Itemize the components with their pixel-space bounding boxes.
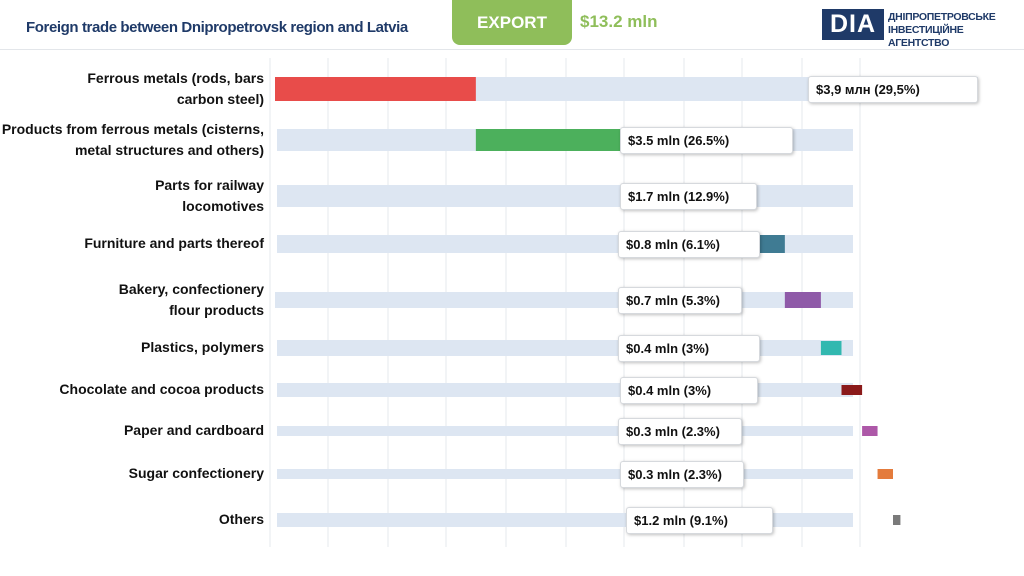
export-tab[interactable]: EXPORT [452, 0, 572, 45]
bar-8 [877, 469, 893, 479]
bar-track-6 [277, 383, 853, 397]
data-label-1: $3.5 mln (26.5%) [620, 127, 793, 154]
header-divider [0, 49, 1024, 50]
category-label-line: Ferrous metals (rods, bars [87, 70, 264, 86]
bar-1 [475, 129, 657, 151]
bar-7 [862, 426, 878, 436]
category-label-line: Chocolate and cocoa products [59, 380, 264, 397]
data-label-4: $0.7 mln (5.3%) [618, 287, 742, 314]
category-label-line: flour products [169, 302, 264, 318]
bar-4 [784, 292, 821, 308]
category-label-3: Furniture and parts thereof [84, 233, 264, 254]
category-label-1: Products from ferrous metals (cisterns, m… [2, 119, 264, 161]
category-label-line: Paper and cardboard [123, 421, 264, 438]
category-label-line: carbon steel) [176, 91, 264, 107]
data-label-3: $0.8 mln (6.1%) [618, 231, 760, 258]
dia-logo: DIA ДНІПРОПЕТРОВСЬКЕ ІНВЕСТИЦІЙНЕ АГЕНТС… [822, 9, 1017, 49]
category-label-line: metal structures and others) [74, 142, 264, 158]
export-total: $13.2 mln [580, 12, 658, 31]
data-label-8: $0.3 mln (2.3%) [620, 461, 744, 488]
bar-track-7 [277, 426, 853, 436]
chart-title: Foreign trade between Dnipropetrovsk reg… [26, 19, 408, 36]
category-label-7: Paper and cardboard [124, 420, 264, 441]
category-label-line: Others [218, 510, 264, 527]
category-label-2: Parts for railway locomotives [155, 175, 264, 217]
bar-track-8 [277, 469, 853, 479]
data-label-2: $1.7 mln (12.9%) [620, 183, 757, 210]
category-label-line: Parts for railway [155, 177, 264, 193]
category-label-line: Furniture and parts thereof [84, 234, 264, 251]
bar-track-4 [275, 292, 853, 308]
data-label-0: $3,9 млн (29,5%) [808, 76, 978, 103]
bar-0 [275, 77, 476, 101]
data-label-5: $0.4 mln (3%) [618, 335, 760, 362]
data-label-9: $1.2 mln (9.1%) [626, 507, 773, 534]
category-label-line: locomotives [182, 198, 264, 214]
logo-line-2: ІНВЕСТИЦІЙНЕ АГЕНТСТВО [888, 24, 964, 49]
logo-mark: DIA [822, 9, 884, 40]
bar-9 [893, 515, 901, 525]
data-label-7: $0.3 mln (2.3%) [618, 418, 742, 445]
category-label-0: Ferrous metals (rods, bars carbon steel) [87, 68, 264, 110]
category-label-4: Bakery, confectionery flour products [119, 279, 264, 321]
category-label-9: Others [219, 509, 264, 530]
category-label-line: Plastics, polymers [141, 338, 264, 355]
category-label-line: Bakery, confectionery [118, 281, 264, 297]
category-label-line: Products from ferrous metals (cisterns, [1, 121, 264, 137]
category-label-line: Sugar confectionery [128, 464, 264, 481]
logo-text: ДНІПРОПЕТРОВСЬКЕ ІНВЕСТИЦІЙНЕ АГЕНТСТВО [888, 11, 1017, 50]
bar-6 [841, 385, 863, 395]
category-label-6: Chocolate and cocoa products [59, 379, 264, 400]
category-label-8: Sugar confectionery [129, 463, 264, 484]
bar-track-5 [277, 340, 853, 356]
bar-track-2 [277, 185, 853, 207]
logo-line-1: ДНІПРОПЕТРОВСЬКЕ [888, 11, 996, 23]
bar-5 [820, 341, 842, 355]
category-label-5: Plastics, polymers [141, 337, 264, 358]
data-label-6: $0.4 mln (3%) [620, 377, 758, 404]
